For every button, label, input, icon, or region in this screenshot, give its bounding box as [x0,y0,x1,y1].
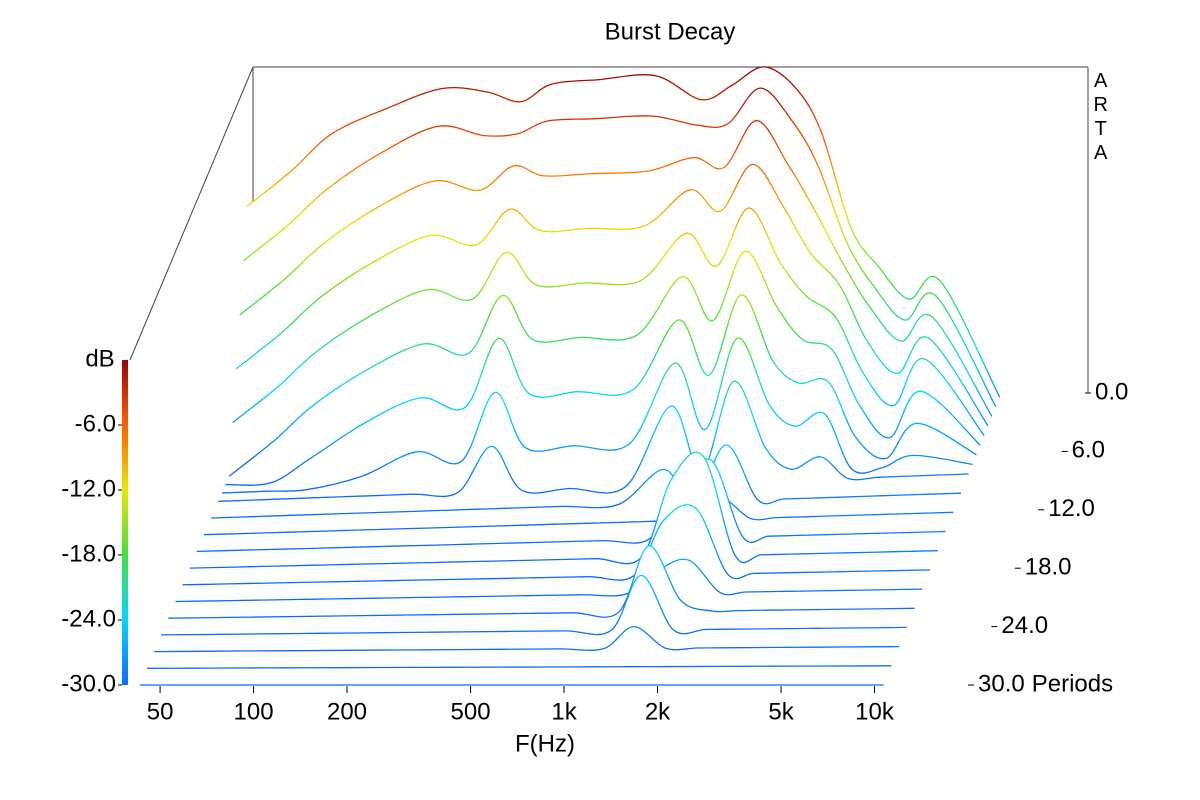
depth-tick-label: 6.0 [1072,437,1105,464]
depth-tick-label: 0.0 [1095,378,1128,405]
waterfall [139,66,1001,686]
colorbar [122,360,128,685]
slice-line [242,87,997,408]
slice-line [232,207,985,436]
colorbar-tick-label: -24.0 [61,605,116,632]
slice-line [221,337,973,494]
x-tick-label: 50 [147,698,174,725]
slice-line [211,444,962,519]
depth-tick-label: 30.0 [978,670,1025,697]
depth-tick-label: 18.0 [1025,554,1072,581]
depth-tick-label: 12.0 [1048,495,1095,522]
colorbar-label: dB [85,345,114,372]
colorbar-tick-label: -30.0 [61,670,116,697]
slice-mask [211,444,961,518]
slice-line [175,558,923,603]
slice-line [246,66,1001,398]
x-tick-label: 100 [234,698,274,725]
slice-line [196,458,946,553]
depth-axis-label: Periods [1032,670,1113,697]
slice-line [235,163,989,427]
slice-line [189,451,938,569]
slice-line [225,294,977,486]
x-tick-label: 5k [768,698,794,725]
slice-line [203,496,954,536]
chart-title: Burst Decay [605,18,736,45]
slice-mask [218,381,969,502]
depth-tick-label: 24.0 [1001,612,1048,639]
slice-line [168,545,915,619]
slice-line [228,250,981,477]
x-tick-label: 500 [451,698,491,725]
colorbar-tick-label: -12.0 [61,475,116,502]
x-tick-label: 200 [327,698,367,725]
x-tick-label: 1k [551,698,577,725]
slice-line [161,574,907,636]
x-axis-label: F(Hz) [515,730,575,757]
colorbar-tick-label: -6.0 [75,410,116,437]
colorbar-tick-label: -18.0 [61,540,116,567]
wall-side [129,66,254,361]
slice-line [146,665,892,669]
slice-line [182,504,931,586]
slice-line [239,119,993,417]
watermark: ARTA [1090,70,1112,166]
x-tick-label: 10k [855,698,895,725]
slice-line [153,625,900,653]
x-tick-label: 2k [645,698,671,725]
slice-line [218,380,969,502]
